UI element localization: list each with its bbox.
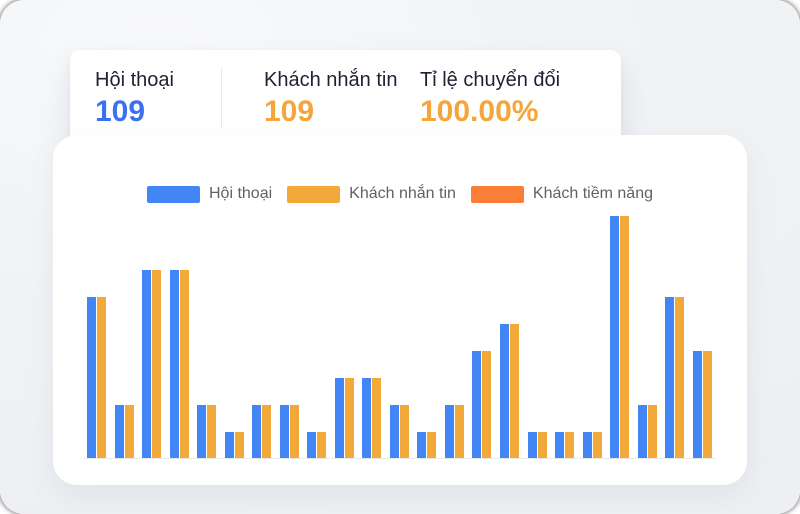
bar-group-14 [444,405,464,459]
bar-khách-nhắn-tin[interactable] [509,324,519,459]
metric-label: Hội thoại [95,68,174,91]
bar-khách-nhắn-tin[interactable] [262,405,272,459]
bar-hội-thoại[interactable] [610,216,620,459]
bar-khách-nhắn-tin[interactable] [427,432,437,459]
legend-label: Khách nhắn tin [349,185,456,202]
legend-label: Hội thoại [209,185,273,202]
bar-group-16 [499,324,519,459]
bar-khách-nhắn-tin[interactable] [372,378,382,459]
bar-group-18 [555,432,575,459]
bar-hội-thoại[interactable] [417,432,427,459]
vertical-divider [221,67,222,129]
bar-hội-thoại[interactable] [169,270,179,459]
metric-value: 109 [264,94,315,128]
bar-hội-thoại[interactable] [472,351,482,459]
bar-group-3 [142,270,162,459]
legend-item-3[interactable]: Khách tiềm năng [470,185,653,203]
bar-khách-nhắn-tin[interactable] [124,405,134,459]
metric-value: 109 [95,94,146,128]
bar-hội-thoại[interactable] [555,432,565,459]
bar-khách-nhắn-tin[interactable] [317,432,327,459]
bar-hội-thoại[interactable] [527,432,537,459]
metric-conversion-rate: Tỉ lệ chuyển đổi 100.00% [420,69,560,128]
bar-hội-thoại[interactable] [362,378,372,459]
bar-hội-thoại[interactable] [334,378,344,459]
x-axis-line [82,458,716,459]
legend-color-swatch [147,185,200,203]
bar-khách-nhắn-tin[interactable] [179,270,189,459]
bar-group-17 [527,432,547,459]
metric-value: 100.00% [420,94,539,128]
legend-item-1[interactable]: Hội thoại [147,185,272,203]
metric-conversations: Hội thoại 109 [95,69,221,128]
legend-item-2[interactable]: Khách nhắn tin [287,185,456,203]
chart-card: Hội thoại Khách nhắn tin Khách tiềm năng [53,135,747,485]
bar-khách-nhắn-tin[interactable] [207,405,217,459]
bar-group-9 [307,432,327,459]
bar-group-6 [224,432,244,459]
bar-khách-nhắn-tin[interactable] [482,351,492,459]
bar-group-5 [197,405,217,459]
bar-hội-thoại[interactable] [224,432,234,459]
bar-khách-nhắn-tin[interactable] [344,378,354,459]
legend-label: Khách tiềm năng [532,185,653,202]
bar-group-4 [169,270,189,459]
bar-group-7 [252,405,272,459]
bar-group-12 [389,405,409,459]
bar-khách-nhắn-tin[interactable] [620,216,630,459]
bar-khách-nhắn-tin[interactable] [537,432,547,459]
bar-hội-thoại[interactable] [665,297,675,459]
bar-khách-nhắn-tin[interactable] [647,405,657,459]
metric-messaging-customers: Khách nhắn tin 109 [264,69,420,128]
bar-hội-thoại[interactable] [279,405,289,459]
chart-legend: Hội thoại Khách nhắn tin Khách tiềm năng [53,185,747,203]
bar-group-19 [582,432,602,459]
legend-color-swatch [287,185,341,203]
bar-group-21 [637,405,657,459]
metric-label: Tỉ lệ chuyển đổi [420,68,561,91]
bar-khách-nhắn-tin[interactable] [454,405,464,459]
bar-khách-nhắn-tin[interactable] [234,432,244,459]
bar-group-11 [362,378,382,459]
bar-group-8 [279,405,299,459]
bar-khách-nhắn-tin[interactable] [565,432,575,459]
bar-group-2 [114,405,134,459]
bar-hội-thoại[interactable] [197,405,207,459]
bar-hội-thoại[interactable] [114,405,124,459]
bar-khách-nhắn-tin[interactable] [152,270,162,459]
bar-hội-thoại[interactable] [444,405,454,459]
metric-label: Khách nhắn tin [264,68,398,91]
summary-card: Hội thoại 109 Khách nhắn tin 109 Tỉ lệ c… [70,50,621,146]
bar-group-1 [87,297,106,459]
bar-group-15 [472,351,492,459]
bar-hội-thoại[interactable] [637,405,647,459]
bar-group-23 [692,351,712,459]
legend-color-swatch [470,185,524,203]
bar-hội-thoại[interactable] [307,432,317,459]
bar-hội-thoại[interactable] [692,351,702,459]
bar-hội-thoại[interactable] [252,405,262,459]
bar-group-22 [665,297,685,459]
bar-khách-nhắn-tin[interactable] [675,297,685,459]
bar-group-13 [417,432,437,459]
bar-group-20 [610,216,630,459]
bar-hội-thoại[interactable] [499,324,509,459]
bar-hội-thoại[interactable] [389,405,399,459]
bar-khách-nhắn-tin[interactable] [289,405,299,459]
bar-hội-thoại[interactable] [582,432,592,459]
bar-khách-nhắn-tin[interactable] [592,432,602,459]
bar-hội-thoại[interactable] [142,270,152,459]
bar-hội-thoại[interactable] [87,297,96,459]
bar-khách-nhắn-tin[interactable] [97,297,106,459]
bar-khách-nhắn-tin[interactable] [399,405,409,459]
bar-khách-nhắn-tin[interactable] [702,351,712,459]
bar-plot [82,187,716,459]
bar-group-10 [334,378,354,459]
